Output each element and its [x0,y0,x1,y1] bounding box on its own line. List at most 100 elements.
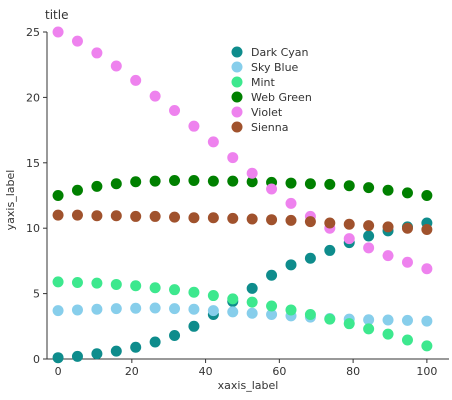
data-point [363,230,375,242]
data-point [246,167,258,179]
data-point [91,303,103,315]
data-point [52,305,64,317]
data-point [110,210,122,222]
y-tick-label: 10 [26,222,40,235]
series-sienna [52,209,433,236]
data-point [304,178,316,190]
data-point [343,233,355,245]
legend-label: Web Green [251,91,312,104]
data-point [71,304,83,316]
data-point [401,256,413,268]
data-point [285,177,297,189]
data-point [149,175,161,187]
legend-label: Sienna [251,121,289,134]
legend-label: Violet [251,106,283,119]
x-axis: 0 20 40 60 80 100 [47,358,449,378]
series-web-green [52,174,433,201]
data-point [91,180,103,192]
data-point [188,303,200,315]
data-point [130,280,142,292]
data-point [382,328,394,340]
data-point [130,210,142,222]
data-point [343,180,355,192]
data-point [169,211,181,223]
legend: Dark Cyan Sky Blue Mint Web Green Violet Sien… [231,46,312,134]
x-tick-label: 40 [199,365,213,378]
data-point [246,296,258,308]
series-violet [52,26,433,275]
data-point [266,300,278,312]
y-axis: 0 5 10 15 20 25 [26,26,48,366]
data-point [91,210,103,222]
data-point [227,152,239,164]
data-point [304,309,316,321]
data-point [401,314,413,326]
data-point [130,74,142,86]
data-point [149,282,161,294]
data-point [110,345,122,357]
x-axis-title: xaxis_label [218,379,279,392]
data-point [343,318,355,330]
legend-swatch [231,91,243,103]
data-point [169,303,181,315]
data-point [169,329,181,341]
legend-swatch [231,106,243,118]
data-point [246,176,258,188]
data-point [52,276,64,288]
data-point [382,184,394,196]
data-point [421,340,433,352]
chart-title: title [45,8,68,22]
legend-swatch [231,46,243,58]
data-point [52,209,64,221]
x-tick-label: 20 [125,365,139,378]
legend-swatch [231,121,243,133]
data-point [52,352,64,364]
data-point [401,222,413,234]
data-point [421,224,433,236]
data-point [401,187,413,199]
data-point [71,35,83,47]
data-point [324,178,336,190]
data-point [110,60,122,72]
data-point [227,306,239,318]
data-point [207,212,219,224]
data-point [266,214,278,226]
plot-area [52,26,433,364]
data-point [207,136,219,148]
data-point [363,220,375,232]
data-point [304,216,316,228]
legend-label: Sky Blue [251,61,299,74]
legend-swatch [231,61,243,73]
y-tick-label: 20 [26,91,40,104]
data-point [266,309,278,321]
data-point [421,190,433,201]
data-point [149,210,161,222]
series-dark-cyan [52,217,433,364]
data-point [421,315,433,327]
data-point [382,250,394,262]
data-point [207,175,219,187]
data-point [343,218,355,230]
series-mint [52,276,433,352]
y-axis-title: yaxis_label [4,170,17,231]
x-tick-label: 80 [346,365,360,378]
data-point [130,302,142,314]
data-point [227,175,239,187]
data-point [91,47,103,59]
data-point [421,263,433,275]
y-tick-label: 5 [33,288,40,301]
y-tick-label: 15 [26,157,40,170]
data-point [363,182,375,194]
data-point [149,90,161,102]
y-tick-label: 0 [33,353,40,366]
data-point [246,282,258,294]
legend-label: Dark Cyan [251,46,309,59]
data-point [207,290,219,302]
data-point [52,190,64,201]
data-point [285,304,297,316]
series-sky-blue [52,302,433,327]
legend-label: Mint [251,76,276,89]
data-point [169,284,181,296]
data-point [304,252,316,264]
